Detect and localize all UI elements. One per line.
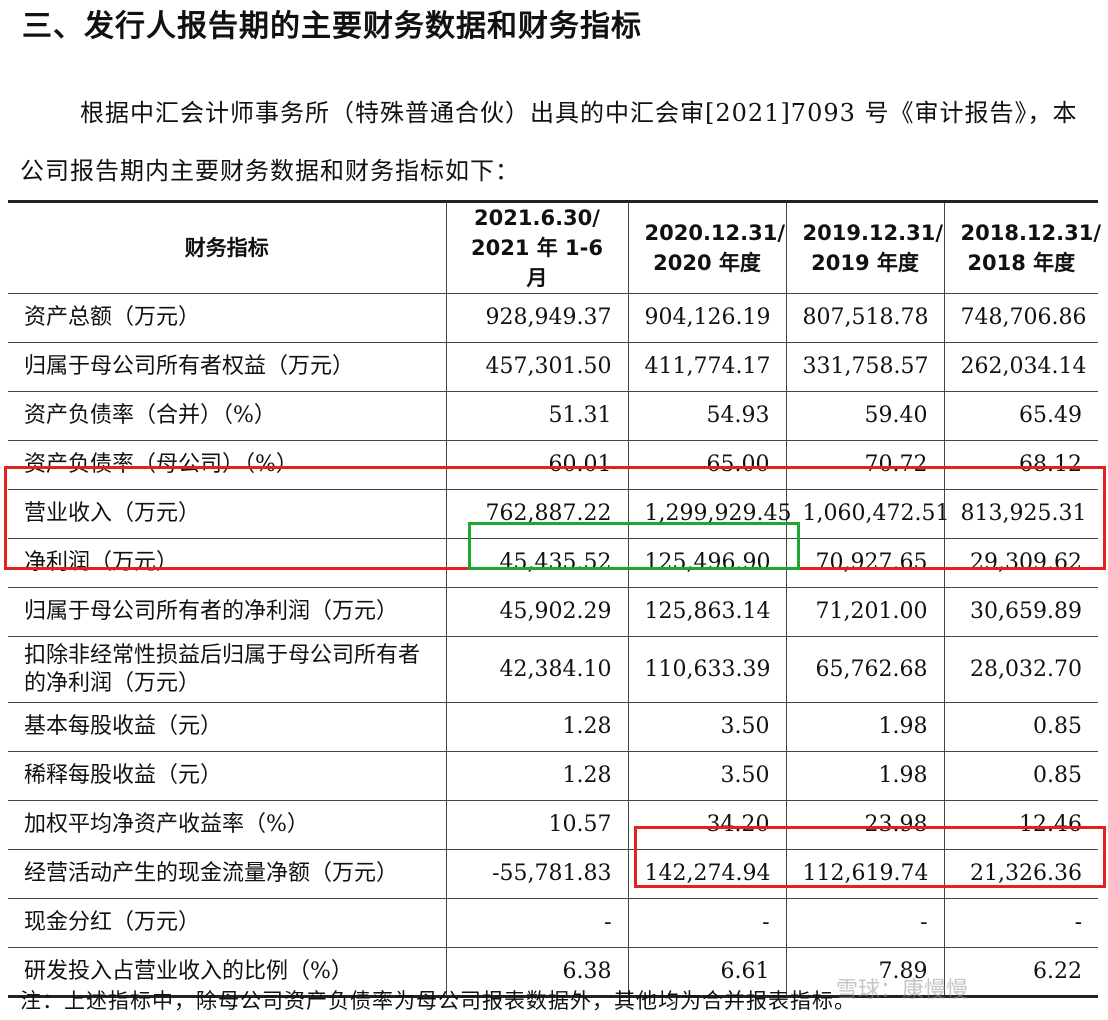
cell-value: 1,060,472.51 (785, 489, 949, 539)
table-row: 资产总额（万元） 928,949.37 904,126.19 807,518.7… (8, 293, 1098, 343)
cell-value: 762,887.22 (445, 489, 629, 539)
cell-value: 331,758.57 (785, 342, 945, 392)
cell-value: 34.20 (627, 800, 787, 850)
cell-value: - (445, 898, 629, 948)
table-row-operating-cash-flow: 经营活动产生的现金流量净额（万元） -55,781.83 142,274.94 … (8, 849, 1098, 899)
cell-value: 3.50 (627, 702, 787, 752)
cell-value: 45,435.52 (445, 538, 629, 588)
cell-value: 71,201.00 (785, 587, 945, 637)
cell-value: 457,301.50 (445, 342, 629, 392)
row-label: 资产负债率（合并）（%） (8, 391, 447, 441)
row-label: 营业收入（万元） (8, 489, 447, 539)
cell-value: 10.57 (445, 800, 629, 850)
cell-value: 110,633.39 (627, 636, 787, 703)
table-row: 加权平均净资产收益率（%） 10.57 34.20 23.98 12.46 (8, 800, 1098, 850)
cell-value: 1.28 (445, 751, 629, 801)
cell-value: 125,863.14 (627, 587, 787, 637)
cell-value: 1,299,929.45 (627, 489, 791, 539)
row-label: 经营活动产生的现金流量净额（万元） (8, 849, 447, 899)
table-row: 扣除非经常性损益后归属于母公司所有者的净利润（万元） 42,384.10 110… (8, 636, 1098, 703)
cell-value: 1.98 (785, 702, 945, 752)
row-label: 基本每股收益（元） (8, 702, 447, 752)
cell-value: 7.89 (785, 947, 945, 997)
row-label: 归属于母公司所有者权益（万元） (8, 342, 447, 392)
cell-value: 30,659.89 (943, 587, 1098, 637)
watermark: 雪球：康慢慢 (836, 978, 969, 1003)
row-label: 现金分红（万元） (8, 898, 447, 948)
cell-value: 748,706.86 (943, 293, 1098, 343)
cell-value: - (943, 898, 1098, 948)
cell-value: 12.46 (943, 800, 1098, 850)
table-row-net-profit: 净利润（万元） 45,435.52 125,496.90 70,927.65 2… (8, 538, 1098, 588)
cell-value: 0.85 (943, 751, 1098, 801)
cell-value: 0.85 (943, 702, 1098, 752)
cell-value: 6.22 (943, 947, 1098, 997)
financial-indicators-table: 财务指标 2021.6.30/2021 年 1-6 月 2020.12.31/2… (8, 200, 1101, 998)
table-row-revenue: 营业收入（万元） 762,887.22 1,299,929.45 1,060,4… (8, 489, 1098, 539)
cell-value: 59.40 (785, 391, 945, 441)
cell-value: 813,925.31 (943, 489, 1098, 539)
cell-value: 904,126.19 (627, 293, 787, 343)
row-label: 加权平均净资产收益率（%） (8, 800, 447, 850)
header-col-2018: 2018.12.31/2018 年度 (943, 201, 1101, 294)
table-row: 归属于母公司所有者权益（万元） 457,301.50 411,774.17 33… (8, 342, 1098, 392)
row-label: 净利润（万元） (8, 538, 447, 588)
row-label: 资产总额（万元） (8, 293, 447, 343)
cell-value: 23.98 (785, 800, 945, 850)
table-header-row: 财务指标 2021.6.30/2021 年 1-6 月 2020.12.31/2… (8, 201, 1101, 294)
cell-value: 928,949.37 (445, 293, 629, 343)
cell-value: 51.31 (445, 391, 629, 441)
cell-value: 70.72 (785, 440, 945, 490)
cell-value: 65.49 (943, 391, 1098, 441)
row-label: 资产负债率（母公司）（%） (8, 440, 447, 490)
cell-value: 60.01 (445, 440, 629, 490)
cell-value: 1.28 (445, 702, 629, 752)
cell-value: 68.12 (943, 440, 1098, 490)
row-label: 稀释每股收益（元） (8, 751, 447, 801)
row-label: 归属于母公司所有者的净利润（万元） (8, 587, 447, 637)
header-col-2019: 2019.12.31/2019 年度 (785, 201, 945, 294)
header-metric: 财务指标 (8, 201, 447, 294)
cell-value: 42,384.10 (445, 636, 629, 703)
cell-value: 6.61 (627, 947, 787, 997)
header-col-2021h1: 2021.6.30/2021 年 1-6 月 (445, 201, 629, 294)
table-row: 稀释每股收益（元） 1.28 3.50 1.98 0.85 (8, 751, 1098, 801)
section-heading: 三、发行人报告期的主要财务数据和财务指标 (22, 9, 642, 44)
table-row: 研发投入占营业收入的比例（%） 6.38 6.61 7.89 6.22 (8, 947, 1098, 997)
cell-value: - (785, 898, 945, 948)
cell-value: 262,034.14 (943, 342, 1098, 392)
table-row: 资产负债率（合并）（%） 51.31 54.93 59.40 65.49 (8, 391, 1098, 441)
cell-value: 45,902.29 (445, 587, 629, 637)
cell-value: 807,518.78 (785, 293, 945, 343)
cell-value: - (627, 898, 787, 948)
cell-value: 65.00 (627, 440, 787, 490)
cell-value: 29,309.62 (943, 538, 1098, 588)
cell-value: 28,032.70 (943, 636, 1098, 703)
cell-value: 142,274.94 (627, 849, 787, 899)
intro-paragraph: 根据中汇会计师事务所（特殊普通合伙）出具的中汇会审[2021]7093 号《审计… (20, 99, 1078, 185)
cell-value: 65,762.68 (785, 636, 945, 703)
cell-value: 70,927.65 (785, 538, 945, 588)
cell-value: 21,326.36 (943, 849, 1098, 899)
footnote: 注：上述指标中，除母公司资产负债率为母公司报表数据外，其他均为合并报表指标。 (20, 989, 856, 1013)
table-row: 归属于母公司所有者的净利润（万元） 45,902.29 125,863.14 7… (8, 587, 1098, 637)
table-row: 现金分红（万元） - - - - (8, 898, 1098, 948)
cell-value: 6.38 (445, 947, 629, 997)
table-row: 资产负债率（母公司）（%） 60.01 65.00 70.72 68.12 (8, 440, 1098, 490)
cell-value: 112,619.74 (785, 849, 945, 899)
cell-value: 54.93 (627, 391, 787, 441)
cell-value: 411,774.17 (627, 342, 787, 392)
row-label: 研发投入占营业收入的比例（%） (8, 947, 447, 997)
cell-value: 3.50 (627, 751, 787, 801)
cell-value: 1.98 (785, 751, 945, 801)
cell-value: 125,496.90 (627, 538, 787, 588)
cell-value: -55,781.83 (445, 849, 629, 899)
table-row: 基本每股收益（元） 1.28 3.50 1.98 0.85 (8, 702, 1098, 752)
row-label: 扣除非经常性损益后归属于母公司所有者的净利润（万元） (8, 636, 447, 703)
header-col-2020: 2020.12.31/2020 年度 (627, 201, 787, 294)
